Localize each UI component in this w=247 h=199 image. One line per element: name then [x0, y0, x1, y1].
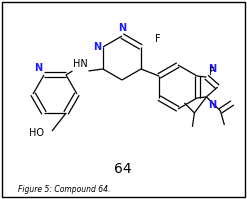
Text: Figure 5: Compound 64.: Figure 5: Compound 64. — [18, 184, 110, 193]
Text: HO: HO — [29, 128, 44, 138]
Text: N: N — [93, 42, 101, 52]
Text: N: N — [118, 23, 126, 33]
Text: HN: HN — [73, 59, 88, 69]
Text: N: N — [208, 64, 217, 74]
Text: N: N — [34, 63, 42, 73]
Text: 64: 64 — [114, 162, 132, 176]
Text: N: N — [208, 100, 217, 110]
Text: F: F — [209, 67, 215, 77]
Text: F: F — [155, 34, 161, 44]
